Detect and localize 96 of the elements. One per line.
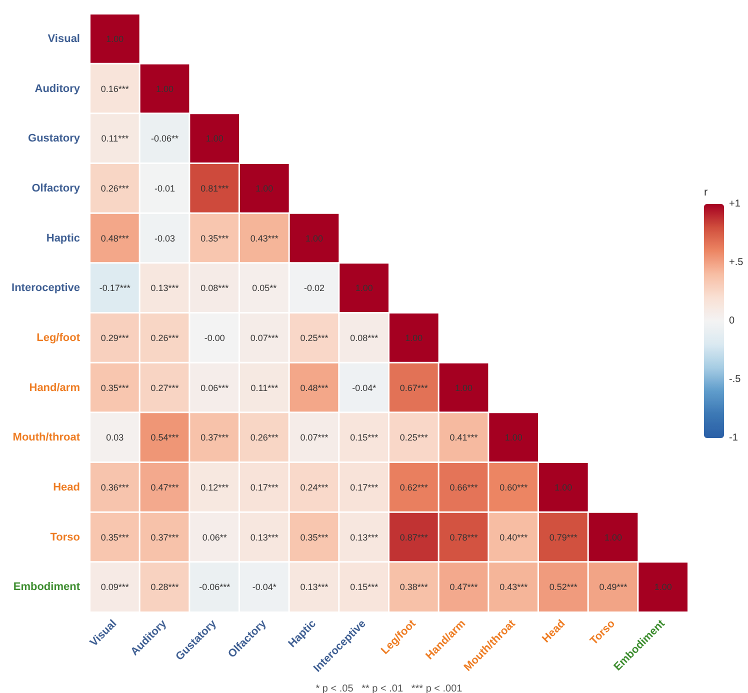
data-label: 0.87*** xyxy=(400,532,428,542)
data-label: 0.08*** xyxy=(200,283,230,294)
y-tick-label: Mouth/throat xyxy=(12,432,80,444)
color-bar-label: +1 xyxy=(729,198,741,210)
data-label: 1.00 xyxy=(504,432,522,443)
data-label: 0.27*** xyxy=(150,382,180,393)
y-tick-label: Auditory xyxy=(34,82,81,95)
data-label: 0.38*** xyxy=(400,582,428,592)
data-label: 1.00 xyxy=(305,233,324,244)
y-tick-label: Leg/foot xyxy=(36,332,80,344)
data-label: 0.13*** xyxy=(300,582,329,592)
data-label: 1.00 xyxy=(206,134,224,144)
data-label: 0.52*** xyxy=(549,582,578,592)
data-label: 0.25*** xyxy=(300,332,329,343)
data-label: 0.48*** xyxy=(100,233,130,244)
y-tick-label: Head xyxy=(53,481,80,494)
data-label: 0.35*** xyxy=(300,532,329,542)
data-label: -0.00 xyxy=(204,332,225,343)
data-label: -0.06** xyxy=(150,134,179,144)
data-label: 0.15*** xyxy=(350,432,379,443)
data-label: 0.78*** xyxy=(450,532,478,542)
data-label: 0.47*** xyxy=(150,482,180,492)
data-label: 0.25*** xyxy=(400,432,428,443)
data-label: -0.04* xyxy=(352,382,377,393)
y-tick-label: Interoceptive xyxy=(12,282,80,294)
data-label: 0.11*** xyxy=(101,134,130,144)
data-label: 0.07*** xyxy=(250,332,279,343)
data-label: 0.26*** xyxy=(100,183,130,194)
data-label: 0.28*** xyxy=(150,582,180,592)
data-label: -0.02 xyxy=(304,283,325,294)
data-label: -0.06*** xyxy=(199,582,231,592)
data-label: 0.26*** xyxy=(150,332,180,343)
data-label: 0.40*** xyxy=(500,532,528,542)
data-label: 0.62*** xyxy=(400,482,428,492)
data-label: 1.00 xyxy=(654,582,672,592)
data-label: 0.48*** xyxy=(300,382,329,393)
color-bar-label: -1 xyxy=(729,432,738,444)
data-label: 0.60*** xyxy=(500,482,528,492)
data-label: 0.79*** xyxy=(549,532,578,542)
data-label: 0.35*** xyxy=(100,382,130,393)
y-tick-label: Olfactory xyxy=(32,182,81,194)
data-label: -0.01 xyxy=(154,183,176,194)
data-label: 0.11*** xyxy=(250,382,279,393)
data-label: 0.17*** xyxy=(350,482,379,492)
y-tick-label: Torso xyxy=(50,531,80,544)
data-label: 0.35*** xyxy=(100,532,130,542)
data-label: 1.00 xyxy=(355,283,373,294)
y-tick-label: Visual xyxy=(48,32,80,45)
color-bar-label: 0 xyxy=(729,316,735,326)
data-label: 0.07*** xyxy=(300,432,329,443)
data-label: 0.13*** xyxy=(150,283,180,294)
data-label: -0.04* xyxy=(252,582,277,592)
data-label: 0.05** xyxy=(252,283,278,294)
data-label: 0.24*** xyxy=(300,482,329,492)
data-label: 0.54*** xyxy=(150,432,180,443)
data-label: -0.03 xyxy=(154,233,176,244)
data-label: 0.35*** xyxy=(200,233,230,244)
data-label: 0.12*** xyxy=(200,482,230,492)
data-label: 0.03 xyxy=(106,432,124,443)
data-label: 1.00 xyxy=(405,332,423,343)
data-label: 0.29*** xyxy=(100,332,130,343)
data-label: 1.00 xyxy=(156,84,174,94)
y-tick-label: Embodiment xyxy=(13,581,80,594)
y-tick-label: Hand/arm xyxy=(29,382,80,394)
data-label: 0.16*** xyxy=(100,84,130,94)
data-label: 0.67*** xyxy=(400,382,428,393)
data-label: 0.26*** xyxy=(250,432,279,443)
data-label: 1.00 xyxy=(554,482,572,492)
color-bar-title: r xyxy=(704,186,708,198)
color-bar-label: +.5 xyxy=(729,257,744,268)
data-label: 0.43*** xyxy=(500,582,528,592)
data-label: 0.66*** xyxy=(450,482,478,492)
y-tick-label: Gustatory xyxy=(28,132,81,145)
data-label: 0.17*** xyxy=(250,482,279,492)
data-label: 0.37*** xyxy=(200,432,230,443)
data-label: 1.00 xyxy=(604,532,622,542)
data-label: 0.37*** xyxy=(150,532,180,542)
data-label: 0.36*** xyxy=(100,482,130,492)
data-label: 0.41*** xyxy=(450,432,478,443)
data-label: 0.13*** xyxy=(250,532,279,542)
y-tick-label: Haptic xyxy=(46,232,80,244)
data-label: 1.00 xyxy=(454,382,473,393)
data-label: 0.08*** xyxy=(350,332,379,343)
data-label: 0.47*** xyxy=(450,582,478,592)
data-label: 0.06** xyxy=(202,532,228,542)
data-label: 0.15*** xyxy=(350,582,379,592)
data-label: -0.17*** xyxy=(99,283,131,294)
data-label: 0.81*** xyxy=(200,183,230,194)
data-label: 0.09*** xyxy=(100,582,130,592)
color-bar-label: -.5 xyxy=(729,374,742,385)
data-label: 0.06*** xyxy=(200,382,230,393)
data-label: 1.00 xyxy=(256,183,274,194)
data-label: 1.00 xyxy=(106,34,124,44)
data-label: 0.13*** xyxy=(350,532,379,542)
data-label: 0.49*** xyxy=(599,582,628,592)
data-label: 0.43*** xyxy=(250,233,279,244)
